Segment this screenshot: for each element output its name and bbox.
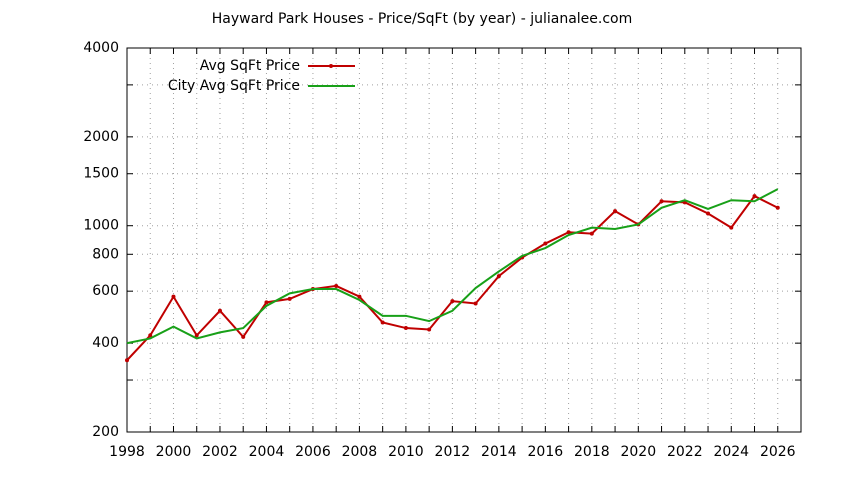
y-tick-label: 400 bbox=[92, 335, 119, 351]
y-tick-label: 200 bbox=[92, 424, 119, 440]
data-point bbox=[752, 194, 757, 199]
data-point bbox=[125, 358, 129, 363]
data-point bbox=[380, 320, 385, 325]
x-tick-label: 2008 bbox=[342, 444, 378, 460]
legend-label: Avg SqFt Price bbox=[200, 58, 300, 74]
data-point bbox=[403, 326, 408, 331]
data-point bbox=[566, 230, 571, 235]
legend-label: City Avg SqFt Price bbox=[168, 78, 300, 94]
data-point bbox=[241, 334, 246, 339]
data-point bbox=[334, 283, 339, 288]
x-tick-label: 2010 bbox=[388, 444, 424, 460]
y-tick-label: 800 bbox=[92, 246, 119, 262]
x-tick-label: 2018 bbox=[574, 444, 610, 460]
data-point bbox=[473, 301, 478, 306]
x-tick-label: 2020 bbox=[620, 444, 656, 460]
x-tick-label: 2004 bbox=[249, 444, 285, 460]
data-point bbox=[450, 299, 455, 304]
data-point bbox=[775, 205, 780, 210]
data-point bbox=[148, 333, 153, 338]
data-point bbox=[706, 211, 711, 216]
data-point bbox=[659, 199, 664, 204]
data-point bbox=[194, 333, 199, 338]
x-tick-label: 2022 bbox=[667, 444, 703, 460]
chart-title: Hayward Park Houses - Price/SqFt (by yea… bbox=[212, 11, 633, 27]
y-tick-label: 2000 bbox=[83, 129, 119, 145]
y-tick-label: 1000 bbox=[83, 218, 119, 234]
data-point bbox=[287, 296, 292, 301]
data-point bbox=[357, 294, 362, 299]
x-tick-label: 2014 bbox=[481, 444, 517, 460]
data-point bbox=[427, 327, 432, 332]
x-tick-label: 2016 bbox=[528, 444, 564, 460]
data-point bbox=[729, 225, 734, 230]
y-tick-label: 4000 bbox=[83, 40, 119, 56]
x-tick-label: 1998 bbox=[109, 444, 145, 460]
data-point bbox=[613, 209, 618, 214]
x-tick-label: 2012 bbox=[435, 444, 471, 460]
x-tick-label: 2000 bbox=[156, 444, 192, 460]
x-tick-label: 2002 bbox=[202, 444, 238, 460]
line-series bbox=[126, 188, 779, 345]
legend-marker bbox=[329, 64, 333, 68]
y-tick-label: 1500 bbox=[83, 166, 119, 182]
data-point bbox=[264, 300, 269, 305]
data-point bbox=[171, 294, 176, 299]
x-tick-label: 2006 bbox=[295, 444, 331, 460]
x-tick-label: 2026 bbox=[760, 444, 796, 460]
data-point bbox=[589, 231, 594, 236]
data-point bbox=[217, 308, 222, 313]
plot-border bbox=[126, 47, 802, 433]
data-point bbox=[496, 274, 501, 279]
data-point bbox=[543, 241, 548, 246]
x-tick-label: 2024 bbox=[713, 444, 749, 460]
y-tick-label: 600 bbox=[92, 283, 119, 299]
